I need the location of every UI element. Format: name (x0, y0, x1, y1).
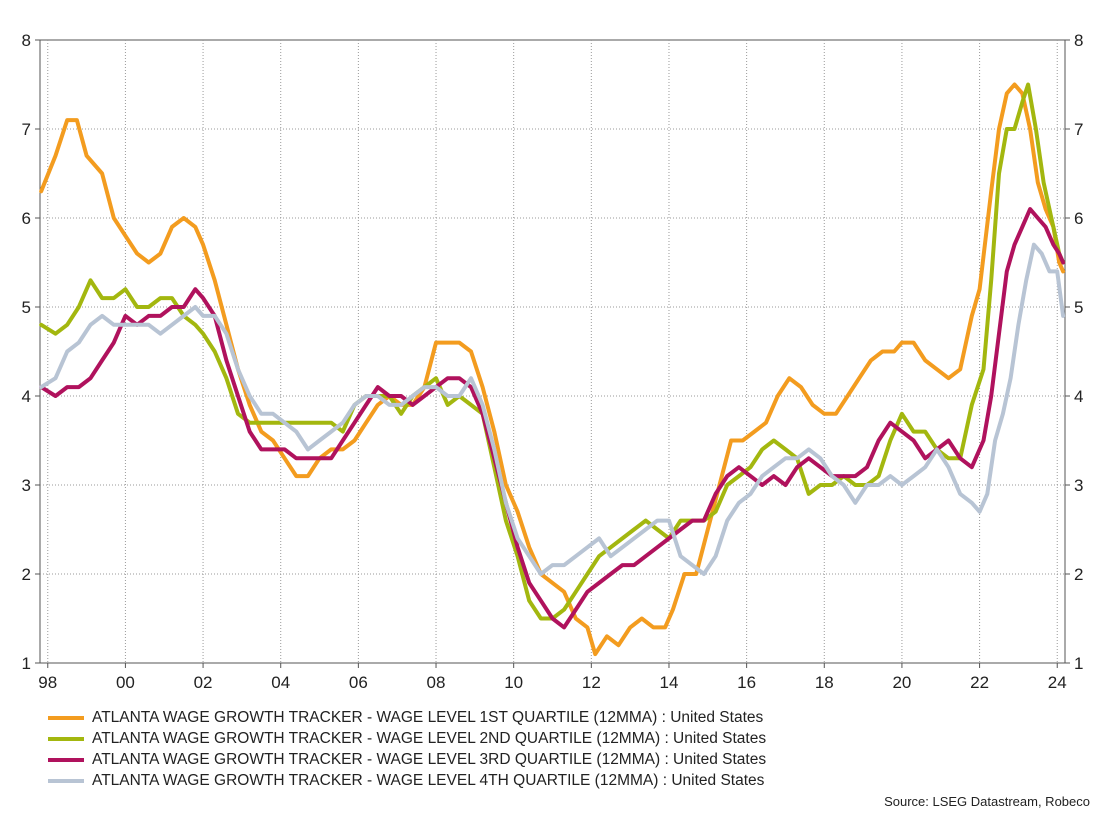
y-tick-label-right: 8 (1074, 31, 1083, 50)
x-tick-label: 24 (1048, 673, 1067, 692)
x-tick-label: 20 (892, 673, 911, 692)
y-tick-label-right: 5 (1074, 298, 1083, 317)
y-tick-label-left: 8 (22, 31, 31, 50)
x-tick-label: 98 (38, 673, 57, 692)
legend-label-q2: ATLANTA WAGE GROWTH TRACKER - WAGE LEVEL… (92, 729, 767, 747)
y-tick-label-left: 2 (22, 565, 31, 584)
y-tick-label-right: 3 (1074, 476, 1083, 495)
legend-swatch-q2 (48, 736, 84, 741)
y-tick-label-right: 4 (1074, 387, 1083, 406)
axes-layer: 1 12 23 34 45 56 67 78 898 00 02 04 06 08 10 12 14 16 18 20… (22, 31, 1084, 692)
y-tick-label-right: 7 (1074, 120, 1083, 139)
x-tick-label: 06 (349, 673, 368, 692)
legend: ATLANTA WAGE GROWTH TRACKER - WAGE LEVEL… (48, 707, 766, 791)
x-tick-label: 18 (815, 673, 834, 692)
series-line-q4 (39, 242, 1066, 576)
legend-item-q2: ATLANTA WAGE GROWTH TRACKER - WAGE LEVEL… (48, 728, 766, 749)
legend-item-q4: ATLANTA WAGE GROWTH TRACKER - WAGE LEVEL… (48, 770, 766, 791)
series-layer (39, 82, 1066, 657)
gridlines (40, 40, 1065, 663)
legend-label-q4: ATLANTA WAGE GROWTH TRACKER - WAGE LEVEL… (92, 771, 765, 789)
legend-label-q1: ATLANTA WAGE GROWTH TRACKER - WAGE LEVEL… (92, 708, 764, 726)
x-tick-label: 00 (116, 673, 135, 692)
x-tick-label: 02 (194, 673, 213, 692)
y-tick-label-left: 3 (22, 476, 31, 495)
legend-swatch-q3 (48, 757, 84, 762)
source-note: Source: LSEG Datastream, Robeco (884, 794, 1090, 809)
y-tick-label-left: 1 (22, 654, 31, 673)
y-tick-label-left: 7 (22, 120, 31, 139)
y-tick-label-right: 6 (1074, 209, 1083, 228)
legend-label-q3: ATLANTA WAGE GROWTH TRACKER - WAGE LEVEL… (92, 750, 767, 768)
x-tick-label: 08 (427, 673, 446, 692)
line-chart: 1 12 23 34 45 56 67 78 898 00 02 04 06 08 10 12 14 16 18 20… (22, 31, 1084, 692)
legend-swatch-q1 (48, 715, 84, 720)
series-line-q2 (39, 82, 1066, 621)
plot-area (39, 39, 1066, 664)
legend-swatch-q4 (48, 778, 84, 783)
y-tick-label-left: 6 (22, 209, 31, 228)
x-tick-label: 04 (271, 673, 290, 692)
y-tick-label-right: 1 (1074, 654, 1083, 673)
x-tick-label: 16 (737, 673, 756, 692)
y-tick-label-left: 5 (22, 298, 31, 317)
y-tick-label-right: 2 (1074, 565, 1083, 584)
x-tick-label: 10 (504, 673, 523, 692)
legend-item-q3: ATLANTA WAGE GROWTH TRACKER - WAGE LEVEL… (48, 749, 766, 770)
x-tick-label: 14 (660, 673, 679, 692)
legend-item-q1: ATLANTA WAGE GROWTH TRACKER - WAGE LEVEL… (48, 707, 766, 728)
y-tick-label-left: 4 (22, 387, 31, 406)
x-tick-label: 22 (970, 673, 989, 692)
x-tick-label: 12 (582, 673, 601, 692)
series-line-q1 (39, 82, 1066, 657)
